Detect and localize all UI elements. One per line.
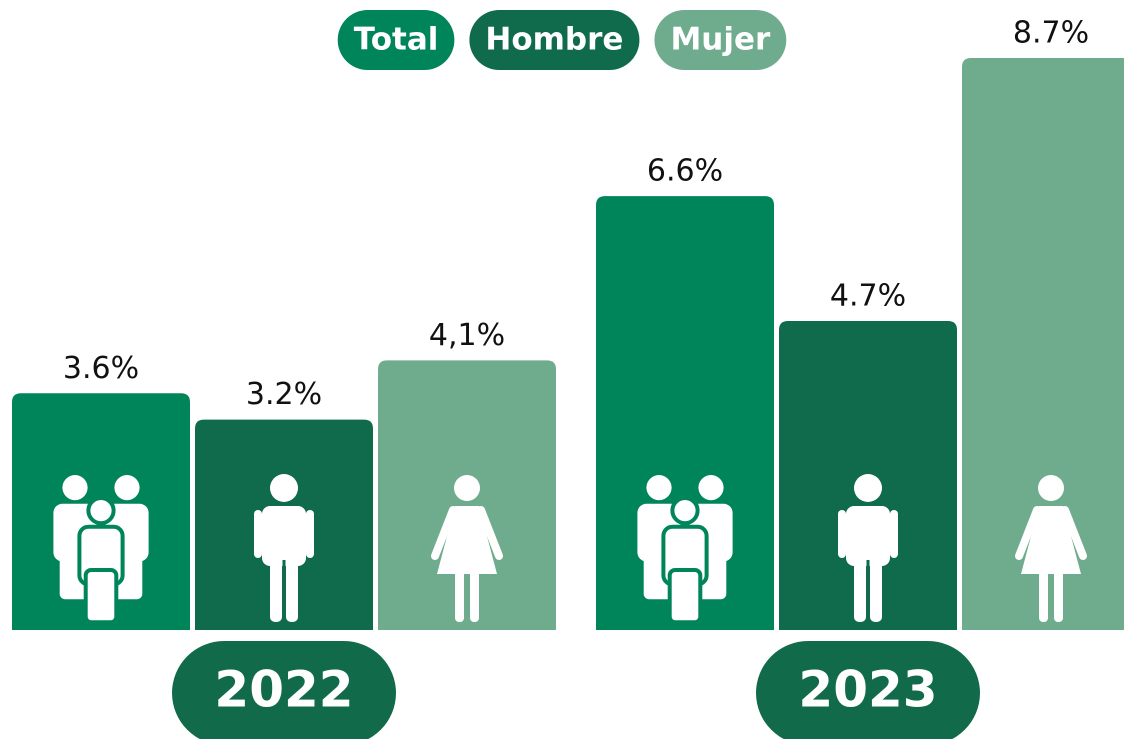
value-label: 4,1% (429, 318, 505, 353)
icon-leg (470, 570, 479, 622)
icon-head (62, 475, 88, 501)
value-label: 4.7% (830, 278, 906, 313)
legend-swatch (337, 10, 455, 70)
value-label: 6.6% (647, 154, 723, 189)
icon-leg (1039, 570, 1048, 622)
icon-arm (1061, 506, 1087, 560)
icon-head (698, 475, 724, 501)
value-label: 8.7% (1013, 16, 1089, 51)
icon-leg (1054, 570, 1063, 622)
icon (1015, 475, 1087, 622)
legend-swatch (654, 10, 787, 70)
icon (637, 475, 733, 625)
legend-item: Mujer (654, 10, 787, 70)
bar (962, 58, 1124, 630)
icon-limb (306, 510, 314, 558)
icon-head (670, 496, 700, 526)
icon-head (854, 474, 882, 502)
value-label: 3.2% (246, 377, 322, 412)
legend-label: Mujer (670, 22, 771, 58)
icon-head (1038, 475, 1064, 501)
icon-body (846, 506, 890, 566)
icon-leg (270, 560, 282, 622)
category-pill (756, 641, 980, 739)
icon-leg (854, 560, 866, 622)
x-tick-label: 2022 (214, 661, 353, 719)
icon-leg (667, 568, 703, 625)
icon (254, 474, 314, 622)
icon (838, 474, 898, 622)
icon (53, 475, 149, 625)
icon (431, 475, 503, 622)
icon-limb (890, 510, 898, 558)
icon-body (262, 506, 306, 566)
legend-item: Hombre (469, 10, 640, 70)
x-tick-label: 2023 (798, 661, 937, 719)
icon-arm (477, 506, 503, 560)
icon-limb (254, 510, 262, 558)
icon-limb (838, 510, 846, 558)
category-pill (172, 641, 396, 739)
value-label: 3.6% (63, 351, 139, 386)
icon-head (454, 475, 480, 501)
icon-head (270, 474, 298, 502)
icon-leg (870, 560, 882, 622)
icon-leg (455, 570, 464, 622)
icon-arm (1015, 506, 1041, 560)
legend-item: Total (337, 10, 455, 70)
icon-head (86, 496, 116, 526)
legend-label: Total (354, 22, 439, 58)
icon-leg (83, 568, 119, 625)
icon-leg (286, 560, 298, 622)
icon-head (646, 475, 672, 501)
legend-label: Hombre (485, 22, 623, 58)
icon-head (114, 475, 140, 501)
icon-arm (431, 506, 457, 560)
legend-swatch (469, 10, 640, 70)
